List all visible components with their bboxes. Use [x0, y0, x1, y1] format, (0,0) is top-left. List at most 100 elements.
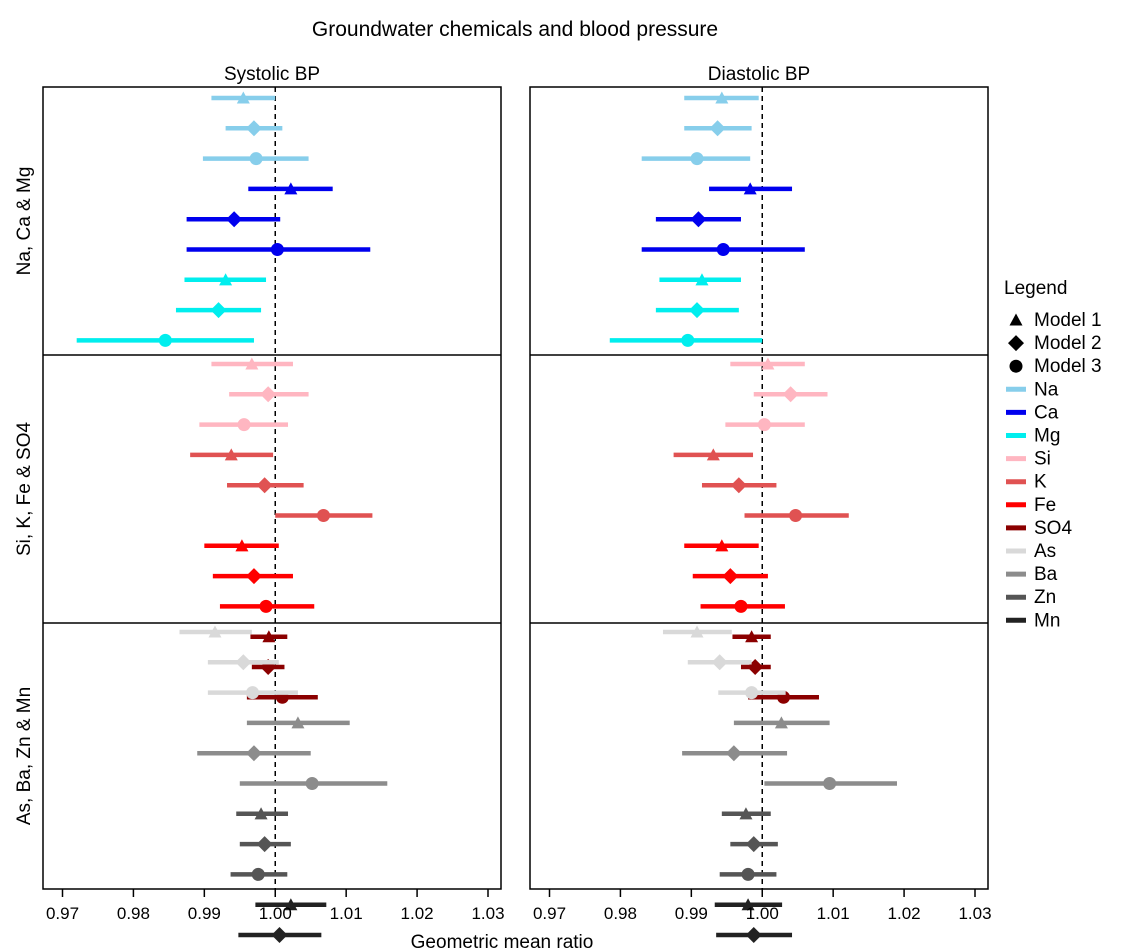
point-estimate	[757, 418, 771, 432]
point-estimate	[739, 807, 753, 820]
legend-label: Model 2	[1034, 333, 1102, 354]
x-tick-label: 1.02	[401, 904, 434, 923]
x-axis-label: Geometric mean ratio	[411, 932, 594, 952]
x-tick-label: 1.01	[817, 904, 850, 923]
point-estimate	[741, 867, 755, 881]
point-estimate	[745, 836, 762, 853]
point-estimate	[745, 686, 759, 700]
panel-title: Diastolic BP	[708, 64, 810, 85]
point-estimate	[716, 243, 730, 256]
x-tick-label: 1.01	[330, 904, 363, 923]
group-label: As, Ba, Zn & Mn	[14, 687, 35, 825]
point-estimate	[256, 836, 273, 853]
point-estimate	[689, 302, 706, 319]
x-tick-label: 0.99	[188, 904, 221, 923]
point-estimate	[245, 120, 262, 137]
x-tick-label: 1.02	[888, 904, 921, 923]
legend-label: Mn	[1034, 610, 1060, 631]
legend-marker	[1009, 359, 1023, 373]
point-estimate	[706, 448, 720, 461]
point-estimate	[245, 568, 262, 585]
x-tick-label: 1.00	[259, 904, 292, 923]
point-estimate	[743, 182, 757, 195]
point-estimate	[254, 807, 268, 820]
point-estimate	[260, 386, 277, 403]
point-estimate	[774, 716, 788, 729]
point-estimate	[237, 418, 251, 432]
point-estimate	[246, 686, 260, 700]
legend-marker	[1009, 313, 1023, 326]
chart-title: Groundwater chemicals and blood pressure	[312, 18, 718, 41]
point-estimate	[259, 599, 273, 613]
point-estimate	[219, 273, 233, 286]
point-estimate	[208, 625, 222, 638]
point-estimate	[245, 357, 259, 370]
point-estimate	[690, 211, 707, 228]
point-estimate	[695, 273, 709, 286]
x-tick-label: 0.98	[604, 904, 637, 923]
panel-frame	[529, 86, 989, 890]
legend-label: Ba	[1034, 564, 1058, 585]
point-estimate	[316, 509, 330, 522]
legend-label: As	[1034, 541, 1056, 562]
point-estimate	[158, 333, 172, 347]
legend-label: Model 3	[1034, 356, 1102, 377]
legend-label: Mg	[1034, 426, 1060, 447]
point-estimate	[823, 777, 837, 790]
point-estimate	[291, 716, 305, 729]
point-estimate	[681, 333, 695, 347]
point-estimate	[262, 630, 276, 643]
point-estimate	[226, 211, 243, 228]
point-estimate	[236, 91, 250, 104]
point-estimate	[745, 927, 762, 943]
panel-frame	[42, 86, 502, 890]
point-estimate	[782, 386, 799, 403]
legend-label: Model 1	[1034, 310, 1102, 331]
point-estimate	[245, 745, 262, 762]
group-label: Si, K, Fe & SO4	[14, 422, 35, 557]
legend-title: Legend	[1004, 278, 1067, 299]
point-estimate	[270, 243, 284, 256]
legend-label: Si	[1034, 449, 1051, 470]
legend-label: Fe	[1034, 495, 1056, 516]
point-estimate	[789, 509, 803, 522]
panel-diastolic: Diastolic BP 0.97 0.98 0.99 1.00 1.01 1.02 1.03	[529, 64, 992, 943]
point-estimate	[224, 448, 238, 461]
x-tick-label: 1.03	[471, 904, 504, 923]
legend-label: K	[1034, 472, 1047, 493]
panel-title: Systolic BP	[224, 64, 320, 85]
x-tick-label: 0.97	[533, 904, 566, 923]
x-tick-label: 0.98	[117, 904, 150, 923]
legend-label: SO4	[1034, 518, 1072, 539]
point-estimate	[271, 927, 288, 943]
panel-systolic: Systolic BP 0.97 0.98 0.99 1.00 1.01 1.02 1.03	[42, 64, 505, 943]
point-estimate	[690, 152, 704, 166]
legend-label: Na	[1034, 379, 1059, 400]
point-estimate	[709, 120, 726, 137]
point-estimate	[715, 539, 729, 552]
point-estimate	[305, 777, 319, 790]
point-estimate	[256, 477, 273, 494]
legend-label: Zn	[1034, 587, 1056, 608]
group-label: Na, Ca & Mg	[14, 167, 35, 276]
point-estimate	[235, 539, 249, 552]
point-estimate	[722, 568, 739, 585]
point-estimate	[690, 625, 704, 638]
point-estimate	[715, 91, 729, 104]
point-estimate	[284, 898, 298, 911]
point-estimate	[711, 654, 728, 671]
x-tick-label: 0.97	[46, 904, 79, 923]
point-estimate	[730, 477, 747, 494]
point-estimate	[251, 867, 265, 881]
point-estimate	[761, 357, 775, 370]
x-tick-label: 1.00	[746, 904, 779, 923]
legend-label: Ca	[1034, 402, 1059, 423]
x-tick-label: 1.03	[958, 904, 991, 923]
point-estimate	[235, 654, 252, 671]
point-estimate	[745, 630, 759, 643]
point-estimate	[284, 182, 298, 195]
point-estimate	[725, 745, 742, 762]
point-estimate	[210, 302, 227, 319]
legend-marker	[1008, 335, 1024, 352]
